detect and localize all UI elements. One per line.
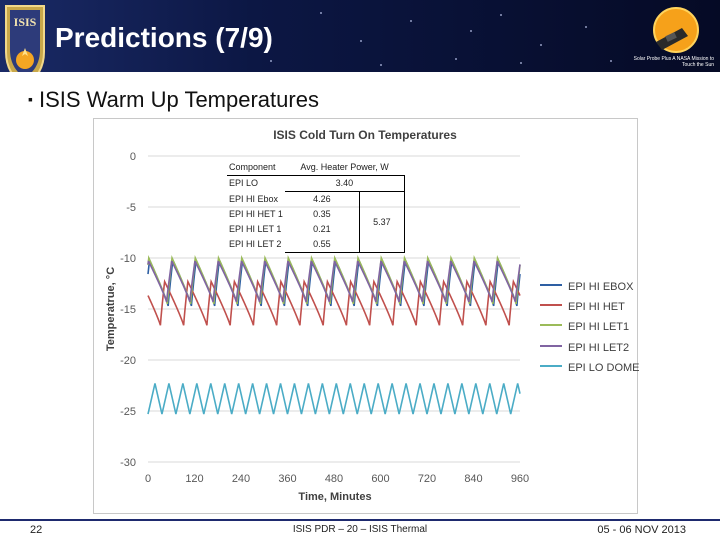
page-number: 22 (30, 524, 43, 536)
bullet-square-icon: ▪ (28, 91, 33, 107)
x-tick-label: 840 (464, 473, 482, 485)
legend-swatch (540, 344, 562, 347)
legend-label: EPI HI HET (568, 301, 625, 314)
bullet-item: ▪ ISIS Warm Up Temperatures (28, 87, 319, 113)
table-cell-power: 0.21 (313, 224, 331, 234)
star-decoration (320, 12, 322, 14)
x-axis-label: Time, Minutes (298, 491, 371, 503)
table-cell-component: EPI HI Ebox (229, 193, 279, 204)
legend-label: EPI HI LET1 (568, 321, 630, 334)
legend-item: EPI LO DOME (540, 362, 640, 374)
logo-text: ISIS (14, 15, 37, 29)
series-line-epi-lo-dome (147, 383, 521, 415)
series-line-epi-hi-let2 (147, 260, 521, 303)
x-tick-label: 720 (418, 473, 436, 485)
y-tick-label: -20 (120, 355, 136, 367)
chart-container: ISIS Cold Turn On Temperatures 0 -5 -10 -15… (93, 118, 640, 514)
temperature-chart: ISIS Cold Turn On Temperatures 0 -5 -10 -15… (105, 128, 529, 503)
star-decoration (520, 62, 522, 64)
table-row: EPI HI Ebox 4.26 5.37 (227, 191, 405, 253)
legend-swatch (540, 304, 562, 307)
x-tick-label: 480 (325, 473, 343, 485)
chart-title: ISIS Cold Turn On Temperatures (273, 128, 457, 142)
footer-title: ISIS PDR – 20 – ISIS Thermal (292, 524, 428, 535)
star-decoration (410, 20, 412, 22)
x-tick-label: 240 (232, 473, 250, 485)
legend-swatch (540, 284, 562, 286)
series-lines (147, 254, 521, 415)
legend-label: EPI HI LET2 (568, 341, 630, 354)
table-header-row: Component Avg. Heater Power, W (227, 160, 405, 176)
legend-item: EPI HI LET1 (540, 321, 629, 333)
isis-logo-icon: ISIS (5, 5, 45, 72)
table-row: EPI HI LET 2 0.55 (227, 237, 404, 253)
page-title: Predictions (7/9) (55, 22, 273, 53)
table-cell-power: 0.35 (313, 209, 331, 219)
table-cell-component: EPI HI HET 1 (229, 209, 283, 219)
x-tick-label: 600 (371, 473, 389, 485)
bullet-text: ISIS Warm Up Temperatures (38, 87, 319, 112)
y-axis-label: Temperatrue, °C (105, 267, 117, 351)
table-cell-power: 3.40 (284, 175, 405, 192)
y-tick-label: -5 (126, 202, 136, 214)
x-tick-label: 360 (278, 473, 296, 485)
y-tick-label: -25 (120, 406, 136, 418)
star-decoration (360, 40, 362, 42)
table-cell-epi-hi-total: 5.37 (358, 191, 405, 253)
star-decoration (270, 60, 272, 62)
star-decoration (585, 26, 587, 28)
y-tick-label: 0 (130, 151, 136, 163)
legend-item: EPI HI EBOX (540, 281, 633, 293)
y-tick-labels: 0 -5 -10 -15 -20 -25 -30 (120, 151, 136, 469)
table-header-component: Component (227, 160, 285, 176)
x-tick-labels: 0 120 240 360 480 600 720 840 960 (145, 473, 529, 485)
legend-swatch (540, 364, 562, 367)
table-header-power: Avg. Heater Power, W (284, 160, 405, 176)
grid-lines (148, 155, 520, 463)
legend-swatch (540, 324, 562, 327)
table-cell-component: EPI HI LET 1 (229, 224, 282, 234)
heater-power-table: Component Avg. Heater Power, W EPI LO 3.… (227, 160, 405, 253)
star-decoration (470, 30, 472, 32)
star-decoration (455, 58, 457, 60)
x-tick-label: 0 (145, 473, 151, 485)
footer-date: 05 - 06 NOV 2013 (597, 524, 686, 536)
y-tick-label: -30 (120, 457, 136, 469)
legend-item: EPI HI LET2 (540, 342, 629, 354)
footer-divider (0, 519, 720, 521)
y-tick-label: -15 (120, 304, 136, 316)
table-cell-power: 4.26 (313, 194, 331, 204)
star-decoration (500, 14, 502, 16)
legend-label: EPI LO DOME (568, 361, 640, 374)
table-cell-power: 0.55 (284, 237, 360, 253)
legend-label: EPI HI EBOX (568, 281, 634, 293)
mission-caption: Solar Probe Plus A NASA Mission to Touch… (633, 56, 714, 68)
x-tick-label: 960 (511, 473, 529, 485)
star-decoration (610, 60, 612, 62)
star-decoration (540, 44, 542, 46)
table-row: EPI LO 3.40 (227, 175, 405, 192)
x-tick-label: 120 (185, 473, 203, 485)
star-decoration (380, 64, 382, 66)
table-cell-component: EPI HI LET 2 (229, 239, 282, 250)
solar-probe-logo-icon (653, 7, 699, 53)
legend-item: EPI HI HET (540, 301, 625, 313)
table-row: EPI HI HET 1 0.35 (227, 207, 404, 222)
slide-header: ISIS Predictions (7/9) Solar Probe Plus … (0, 0, 720, 72)
table-cell-component: EPI LO (229, 178, 259, 189)
table-row: EPI HI LET 1 0.21 (227, 222, 404, 237)
y-tick-label: -10 (120, 253, 136, 265)
